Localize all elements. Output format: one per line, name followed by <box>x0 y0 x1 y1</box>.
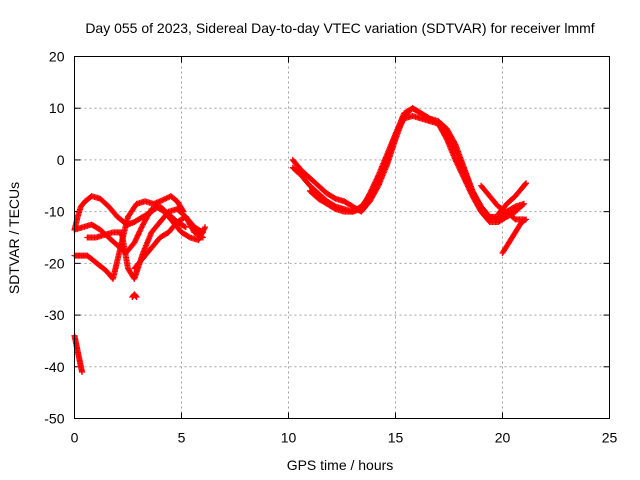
x-tick-label: 0 <box>71 430 79 446</box>
x-tick-label: 5 <box>178 430 186 446</box>
data-point <box>133 293 140 300</box>
plot-frame <box>74 56 610 419</box>
data-point <box>132 293 139 300</box>
y-tick-label: -50 <box>44 411 64 427</box>
data-point <box>523 180 530 187</box>
y-axis-label: SDTVAR / TECUs <box>6 182 22 294</box>
x-tick-label: 20 <box>495 430 511 446</box>
series-track-14 <box>495 180 530 218</box>
x-tick-label: 10 <box>281 430 297 446</box>
y-tick-label: -30 <box>44 307 64 323</box>
x-tick-label: 15 <box>388 430 404 446</box>
x-axis-label: GPS time / hours <box>287 457 394 473</box>
series-track-8 <box>71 332 85 375</box>
data-points <box>71 105 530 375</box>
y-tick-label: -10 <box>44 204 64 220</box>
series-track-6 <box>152 203 209 244</box>
series-track-7 <box>129 291 140 300</box>
data-point <box>181 223 188 230</box>
series-track-12 <box>478 182 527 223</box>
y-tick-label: 10 <box>49 100 65 116</box>
y-tick-label: -40 <box>44 359 64 375</box>
axis-ticks: 0 5 10 15 20 25 -50 -40 -30 -20 -10 0 10 20 <box>44 49 617 446</box>
x-tick-label: 25 <box>602 430 618 446</box>
data-point <box>520 200 527 207</box>
series-track-13 <box>499 216 530 257</box>
data-point <box>443 134 450 141</box>
data-point <box>182 224 189 231</box>
series-track-2 <box>71 193 187 282</box>
data-point <box>78 368 85 375</box>
series-track-11 <box>306 105 527 225</box>
data-point <box>519 201 526 208</box>
grid-lines <box>74 56 610 419</box>
data-point <box>374 178 381 185</box>
chart-title: Day 055 of 2023, Sidereal Day-to-day VTE… <box>85 20 594 36</box>
data-point <box>202 224 209 231</box>
data-point <box>522 181 529 188</box>
data-point <box>523 216 530 223</box>
y-tick-label: -20 <box>44 255 64 271</box>
y-tick-label: 0 <box>57 152 65 168</box>
y-tick-label: 20 <box>49 49 65 65</box>
